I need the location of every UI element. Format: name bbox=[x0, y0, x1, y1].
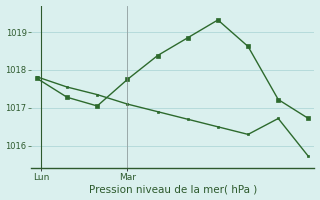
X-axis label: Pression niveau de la mer( hPa ): Pression niveau de la mer( hPa ) bbox=[89, 184, 257, 194]
